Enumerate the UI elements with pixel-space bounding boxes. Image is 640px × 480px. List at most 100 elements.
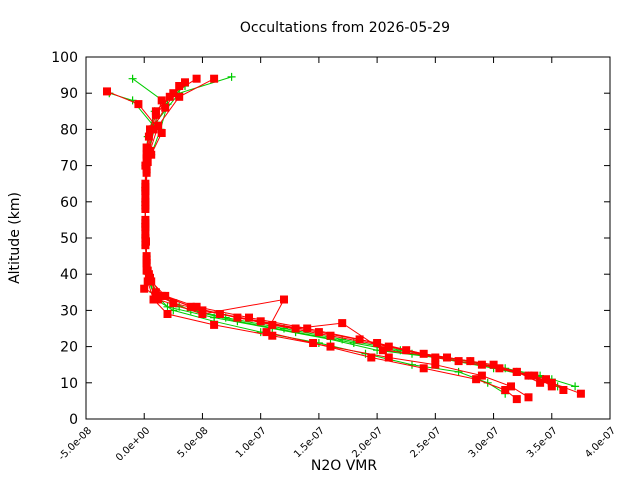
data-point bbox=[181, 78, 189, 87]
data-point bbox=[559, 386, 568, 394]
data-point bbox=[326, 342, 335, 351]
data-point bbox=[165, 92, 174, 101]
data-point bbox=[262, 328, 271, 337]
data-point bbox=[454, 357, 463, 366]
data-point bbox=[163, 310, 172, 318]
data-point bbox=[149, 125, 158, 134]
data-point bbox=[454, 367, 463, 376]
plot-area bbox=[103, 72, 585, 404]
data-point bbox=[431, 353, 440, 362]
data-point bbox=[355, 335, 364, 344]
data-point bbox=[210, 74, 219, 83]
y-tick-label: 30 bbox=[60, 303, 78, 319]
data-point bbox=[141, 194, 150, 203]
data-point bbox=[154, 121, 163, 130]
data-point bbox=[175, 92, 184, 101]
data-point bbox=[419, 364, 428, 373]
y-axis: 0 10 20 30 40 50 60 70 80 90 100 bbox=[51, 50, 610, 428]
data-point bbox=[524, 393, 533, 402]
data-point bbox=[576, 389, 585, 398]
y-axis-label: Altitude (km) bbox=[7, 192, 23, 284]
data-point bbox=[233, 313, 242, 322]
data-point bbox=[477, 360, 486, 369]
data-point bbox=[210, 320, 219, 329]
data-point bbox=[530, 371, 539, 380]
data-point bbox=[542, 375, 550, 384]
data-point bbox=[186, 302, 195, 311]
data-point bbox=[408, 360, 416, 369]
data-point bbox=[161, 291, 170, 300]
data-point bbox=[143, 158, 152, 166]
y-tick-label: 80 bbox=[60, 122, 78, 138]
data-point bbox=[303, 324, 312, 333]
data-point bbox=[378, 346, 387, 355]
data-point bbox=[175, 82, 184, 90]
data-point bbox=[384, 353, 393, 362]
data-point bbox=[142, 266, 151, 275]
y-tick-label: 40 bbox=[60, 267, 78, 283]
data-point bbox=[507, 382, 515, 391]
data-point bbox=[402, 346, 411, 355]
y-tick-label: 0 bbox=[69, 412, 78, 428]
data-point bbox=[268, 320, 277, 329]
data-point bbox=[142, 143, 151, 152]
data-point bbox=[547, 382, 556, 391]
y-tick-label: 60 bbox=[60, 195, 78, 211]
series-layer bbox=[103, 72, 585, 404]
data-point bbox=[198, 310, 207, 318]
data-point bbox=[147, 150, 156, 159]
data-point bbox=[134, 100, 143, 109]
data-point bbox=[157, 96, 166, 105]
data-point bbox=[326, 331, 335, 340]
data-point bbox=[256, 317, 265, 326]
data-point bbox=[536, 378, 545, 387]
data-point bbox=[140, 284, 149, 293]
y-tick-label: 70 bbox=[60, 159, 78, 175]
data-point bbox=[103, 87, 111, 96]
data-point bbox=[431, 360, 440, 369]
data-point bbox=[524, 371, 533, 380]
data-point bbox=[149, 295, 158, 304]
data-point bbox=[192, 74, 201, 83]
data-point bbox=[280, 295, 288, 304]
profile-line bbox=[144, 100, 518, 400]
data-point bbox=[489, 360, 498, 369]
profile-line bbox=[144, 85, 553, 387]
data-point bbox=[501, 386, 510, 394]
data-point bbox=[472, 375, 481, 384]
data-point bbox=[309, 339, 318, 347]
data-point bbox=[192, 302, 201, 311]
data-point bbox=[314, 328, 323, 337]
data-point bbox=[154, 295, 163, 304]
data-point bbox=[268, 331, 277, 340]
data-point bbox=[367, 353, 376, 362]
data-point bbox=[157, 129, 166, 137]
data-point bbox=[227, 72, 236, 81]
y-tick-label: 90 bbox=[60, 86, 78, 102]
y-tick-label: 100 bbox=[51, 50, 78, 66]
y-tick-label: 50 bbox=[60, 231, 78, 247]
data-point bbox=[161, 103, 170, 112]
data-point bbox=[338, 319, 347, 328]
data-point bbox=[142, 150, 151, 159]
data-point bbox=[245, 313, 253, 322]
chart-title: Occultations from 2026-05-29 bbox=[240, 20, 450, 36]
data-point bbox=[477, 371, 486, 380]
y-tick-label: 20 bbox=[60, 340, 78, 356]
data-point bbox=[495, 364, 504, 373]
data-point bbox=[141, 230, 150, 239]
data-point bbox=[571, 382, 580, 391]
data-point bbox=[291, 324, 300, 333]
data-point bbox=[169, 299, 178, 308]
data-point bbox=[144, 132, 153, 141]
data-point bbox=[443, 353, 451, 362]
series-1 bbox=[103, 74, 585, 404]
y-tick-label: 10 bbox=[60, 376, 78, 392]
data-point bbox=[151, 110, 160, 119]
x-axis-label: N2O VMR bbox=[311, 458, 378, 474]
data-point bbox=[151, 288, 160, 297]
data-point bbox=[512, 395, 521, 404]
data-point bbox=[128, 74, 137, 83]
